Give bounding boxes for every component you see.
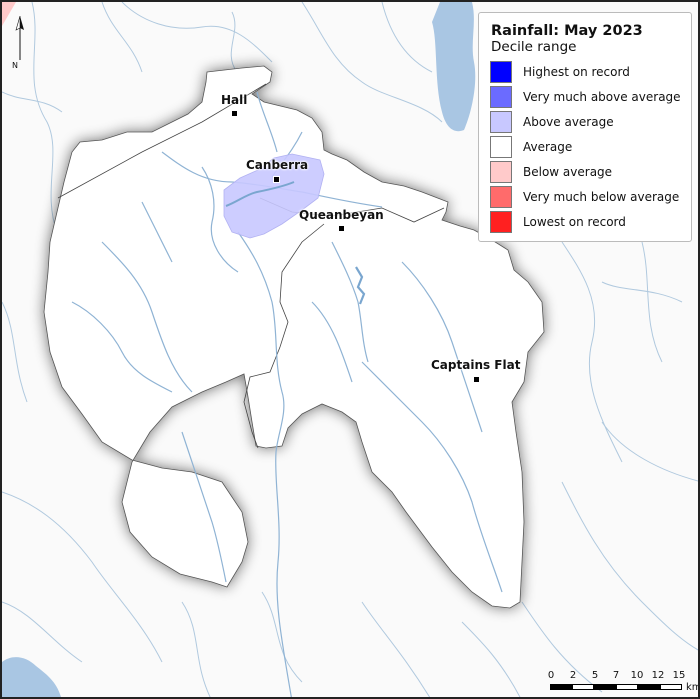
lake-burley-griffin — [225, 181, 295, 207]
scale-bar: 0 2 5 7 10 12 15 km — [547, 670, 700, 694]
lake-north — [432, 2, 476, 132]
scale-segment — [594, 684, 616, 690]
scale-tick: 0 — [547, 670, 555, 681]
legend-item-label: Very much below average — [523, 189, 680, 204]
scale-unit: km — [686, 682, 700, 693]
river-queanbeyan-bend — [355, 266, 366, 305]
legend-item-label: Lowest on record — [523, 214, 626, 229]
legend-swatch — [490, 185, 512, 208]
scale-tick: 7 — [612, 670, 620, 681]
legend-swatch — [490, 160, 512, 183]
legend-item: Average — [489, 134, 681, 159]
scale-tick: 10 — [630, 670, 644, 681]
legend-swatch — [490, 110, 512, 133]
scale-segment — [616, 684, 638, 690]
catchment-area — [43, 65, 545, 609]
town-marker-hall — [231, 110, 238, 117]
town-marker-canberra — [273, 176, 280, 183]
town-marker-captains-flat — [473, 376, 480, 383]
legend-title: Rainfall: May 2023 — [491, 23, 643, 39]
legend-item: Lowest on record — [489, 209, 681, 234]
legend-item: Very much below average — [489, 184, 681, 209]
scale-tick: 2 — [569, 670, 577, 681]
above-average-zone — [223, 153, 325, 239]
scale-tick: 12 — [651, 670, 665, 681]
legend-item-label: Highest on record — [523, 64, 630, 79]
red-corner — [2, 2, 16, 26]
legend-item-label: Average — [523, 139, 573, 154]
scale-segment — [638, 684, 660, 690]
town-label-captains-flat: Captains Flat — [431, 358, 521, 372]
town-label-queanbeyan: Queanbeyan — [299, 208, 384, 222]
scale-segment — [572, 684, 594, 690]
town-label-canberra: Canberra — [246, 158, 309, 172]
scale-segment — [660, 684, 682, 690]
legend-item-label: Very much above average — [523, 89, 681, 104]
legend-swatch — [490, 210, 512, 233]
legend-subtitle: Decile range — [491, 39, 577, 55]
legend-item: Below average — [489, 159, 681, 184]
legend-item-label: Below average — [523, 164, 613, 179]
legend-swatch — [490, 135, 512, 158]
scale-tick: 15 — [672, 670, 686, 681]
legend-swatch — [490, 85, 512, 108]
town-label-hall: Hall — [221, 93, 248, 107]
north-label: N — [12, 61, 18, 70]
lake-southwest — [2, 657, 61, 697]
legend-swatch — [490, 60, 512, 83]
scale-tick: 5 — [591, 670, 599, 681]
legend-item: Very much above average — [489, 84, 681, 109]
legend-item: Above average — [489, 109, 681, 134]
legend-item: Highest on record — [489, 59, 681, 84]
legend: Rainfall: May 2023 Decile range Highest … — [478, 12, 692, 242]
north-arrow: N — [12, 15, 28, 72]
legend-item-label: Above average — [523, 114, 614, 129]
scale-segment — [550, 684, 572, 690]
town-marker-queanbeyan — [338, 225, 345, 232]
north-arrow-icon — [15, 15, 24, 60]
